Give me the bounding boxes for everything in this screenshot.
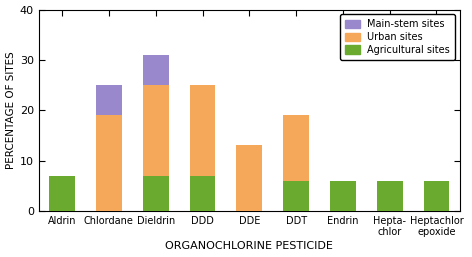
- Bar: [49, 176, 75, 211]
- Bar: [377, 181, 403, 211]
- Bar: [143, 85, 169, 176]
- Bar: [143, 176, 169, 211]
- Legend: Main-stem sites, Urban sites, Agricultural sites: Main-stem sites, Urban sites, Agricultur…: [340, 14, 455, 60]
- Bar: [330, 181, 356, 211]
- X-axis label: ORGANOCHLORINE PESTICIDE: ORGANOCHLORINE PESTICIDE: [165, 241, 333, 251]
- Bar: [96, 115, 122, 211]
- Bar: [190, 176, 215, 211]
- Bar: [283, 115, 309, 181]
- Bar: [283, 181, 309, 211]
- Bar: [236, 145, 262, 211]
- Y-axis label: PERCENTAGE OF SITES: PERCENTAGE OF SITES: [6, 51, 16, 169]
- Bar: [96, 85, 122, 115]
- Bar: [424, 181, 449, 211]
- Bar: [190, 85, 215, 176]
- Bar: [143, 55, 169, 85]
